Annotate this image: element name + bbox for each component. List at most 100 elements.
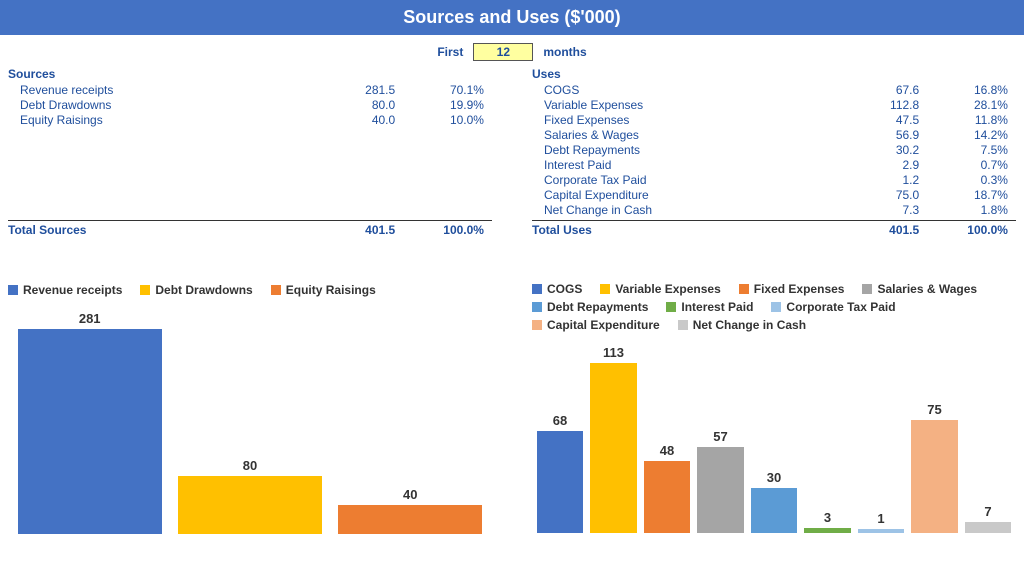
uses-bar-wrap: 7	[965, 504, 1011, 533]
uses-bar-wrap: 113	[590, 345, 636, 533]
legend-label: COGS	[547, 282, 582, 296]
uses-pct: 0.3%	[919, 173, 1016, 188]
uses-row: Interest Paid2.90.7%	[532, 158, 1016, 173]
legend-swatch-icon	[140, 285, 150, 295]
uses-value: 7.3	[813, 203, 919, 218]
sources-bar-wrap: 40	[338, 487, 482, 534]
sources-label: Revenue receipts	[8, 83, 289, 98]
uses-bar	[590, 363, 636, 533]
sources-legend-item: Debt Drawdowns	[140, 282, 252, 298]
charts-row: Revenue receiptsDebt DrawdownsEquity Rai…	[0, 276, 1024, 534]
uses-bar-value-label: 48	[660, 443, 674, 458]
uses-bar-value-label: 1	[877, 511, 884, 526]
uses-total-label: Total Uses	[532, 223, 813, 237]
sources-value: 80.0	[289, 98, 395, 113]
legend-swatch-icon	[862, 284, 872, 294]
page-title-bar: Sources and Uses ($'000)	[0, 0, 1024, 35]
uses-legend-item: Variable Expenses	[600, 282, 720, 296]
legend-swatch-icon	[771, 302, 781, 312]
uses-label: COGS	[532, 83, 813, 98]
uses-value: 67.6	[813, 83, 919, 98]
uses-label: Corporate Tax Paid	[532, 173, 813, 188]
uses-value: 30.2	[813, 143, 919, 158]
legend-label: Salaries & Wages	[877, 282, 977, 296]
legend-swatch-icon	[666, 302, 676, 312]
sources-pct: 10.0%	[395, 113, 492, 128]
legend-swatch-icon	[532, 302, 542, 312]
uses-label: Capital Expenditure	[532, 188, 813, 203]
uses-bar-value-label: 113	[603, 345, 624, 360]
uses-bar	[911, 420, 957, 533]
uses-bar	[537, 431, 583, 533]
uses-legend-item: COGS	[532, 282, 582, 296]
uses-legend-item: Corporate Tax Paid	[771, 300, 895, 314]
uses-label: Salaries & Wages	[532, 128, 813, 143]
legend-label: Interest Paid	[681, 300, 753, 314]
sources-pct: 19.9%	[395, 98, 492, 113]
uses-bar-value-label: 7	[984, 504, 991, 519]
uses-total-value: 401.5	[813, 223, 919, 237]
sources-row: Debt Drawdowns80.019.9%	[8, 98, 492, 113]
uses-row: Debt Repayments30.27.5%	[532, 143, 1016, 158]
page-title: Sources and Uses ($'000)	[403, 7, 620, 27]
uses-pct: 0.7%	[919, 158, 1016, 173]
sources-bar-value-label: 281	[79, 311, 101, 326]
sources-bar	[18, 329, 162, 534]
uses-row: Capital Expenditure75.018.7%	[532, 188, 1016, 203]
uses-total-pct: 100.0%	[919, 223, 1016, 237]
legend-label: Fixed Expenses	[754, 282, 845, 296]
legend-swatch-icon	[532, 320, 542, 330]
uses-pct: 11.8%	[919, 113, 1016, 128]
uses-bar-value-label: 3	[824, 510, 831, 525]
uses-legend-item: Fixed Expenses	[739, 282, 845, 296]
sources-bars-area: 281 80 40	[8, 304, 492, 534]
sources-bar-value-label: 40	[403, 487, 417, 502]
sources-total-pct: 100.0%	[395, 223, 492, 237]
sources-total-label: Total Sources	[8, 223, 289, 237]
uses-label: Fixed Expenses	[532, 113, 813, 128]
sources-bar	[178, 476, 322, 534]
uses-legend-item: Salaries & Wages	[862, 282, 977, 296]
uses-bar-value-label: 57	[713, 429, 727, 444]
uses-bar-wrap: 3	[804, 510, 850, 533]
legend-label: Corporate Tax Paid	[786, 300, 895, 314]
sources-chart: Revenue receiptsDebt DrawdownsEquity Rai…	[8, 282, 492, 534]
uses-value: 112.8	[813, 98, 919, 113]
sources-total-row: Total Sources 401.5 100.0%	[8, 220, 492, 237]
uses-label: Debt Repayments	[532, 143, 813, 158]
period-row: First 12 months	[0, 43, 1024, 61]
uses-label: Net Change in Cash	[532, 203, 813, 218]
uses-row: Corporate Tax Paid1.20.3%	[532, 173, 1016, 188]
legend-label: Variable Expenses	[615, 282, 720, 296]
uses-table: Uses COGS67.616.8%Variable Expenses112.8…	[532, 67, 1016, 237]
uses-bar-value-label: 75	[927, 402, 941, 417]
uses-row: Net Change in Cash7.31.8%	[532, 203, 1016, 218]
sources-label: Debt Drawdowns	[8, 98, 289, 113]
uses-row: Fixed Expenses47.511.8%	[532, 113, 1016, 128]
months-label: months	[543, 45, 586, 59]
uses-bars-area: 68 113 48 57 30 3 1 75 7	[532, 338, 1016, 533]
sources-value: 281.5	[289, 83, 395, 98]
uses-pct: 16.8%	[919, 83, 1016, 98]
uses-bar-value-label: 68	[553, 413, 567, 428]
sources-bar-wrap: 80	[178, 458, 322, 534]
uses-value: 47.5	[813, 113, 919, 128]
uses-row: Variable Expenses112.828.1%	[532, 98, 1016, 113]
uses-bar	[858, 529, 904, 533]
first-label: First	[437, 45, 463, 59]
uses-pct: 7.5%	[919, 143, 1016, 158]
uses-legend-item: Capital Expenditure	[532, 318, 660, 332]
uses-legend-item: Net Change in Cash	[678, 318, 806, 332]
uses-bar-value-label: 30	[767, 470, 781, 485]
uses-value: 75.0	[813, 188, 919, 203]
sources-bar	[338, 505, 482, 534]
tables-row: Sources Revenue receipts281.570.1%Debt D…	[0, 61, 1024, 237]
uses-row: COGS67.616.8%	[532, 83, 1016, 98]
months-input[interactable]: 12	[473, 43, 533, 61]
uses-bar-wrap: 57	[697, 429, 743, 533]
sources-bar-wrap: 281	[18, 311, 162, 534]
uses-bar-wrap: 1	[858, 511, 904, 533]
legend-swatch-icon	[8, 285, 18, 295]
uses-header: Uses	[532, 67, 1016, 81]
legend-label: Revenue receipts	[23, 283, 122, 297]
